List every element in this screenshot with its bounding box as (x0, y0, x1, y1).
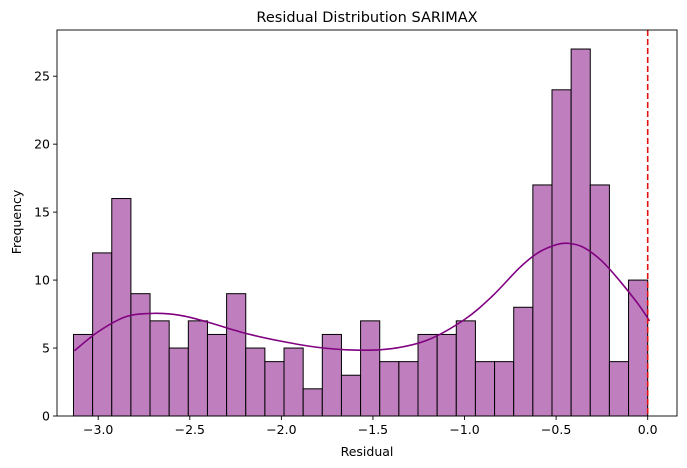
x-tick-label: −2.0 (266, 422, 296, 437)
histogram-bar (589, 184, 610, 417)
y-tick-label: 5 (42, 341, 50, 356)
histogram-bar (398, 361, 419, 417)
histogram-bar (551, 89, 572, 417)
histogram-bar (340, 374, 362, 417)
histogram-bar (206, 333, 228, 417)
histogram-bar (264, 361, 285, 417)
histogram-bar (111, 198, 132, 417)
histogram-bar (628, 279, 649, 417)
histogram-bar (245, 347, 266, 417)
histogram-bar (283, 347, 304, 417)
histogram-bar (149, 320, 170, 417)
y-tick-label: 20 (34, 137, 50, 152)
histogram-bar (436, 333, 457, 417)
histogram-bar (187, 320, 208, 417)
x-tick-label: −2.5 (175, 422, 205, 437)
chart-title: Residual Distribution SARIMAX (256, 10, 477, 26)
x-tick-label: −0.5 (541, 422, 571, 437)
kde-curve (73, 242, 651, 352)
x-axis-label: Residual (341, 444, 394, 459)
histogram-bar (321, 333, 342, 417)
histogram-bar (379, 361, 400, 417)
y-tick-label: 15 (34, 205, 50, 220)
histogram-bar (360, 320, 381, 417)
histogram-bar (513, 306, 534, 417)
histogram-bar (302, 388, 323, 417)
histogram-bar (532, 184, 553, 417)
histogram-bar (474, 361, 496, 417)
plot-frame (56, 29, 678, 417)
histogram-bar (130, 293, 151, 417)
x-axis-ticks: −3.0 −2.5 −2.0 −1.5 −1.0 −0.5 0.0 (83, 416, 658, 437)
histogram-bar (226, 293, 247, 417)
histogram-bar (417, 333, 438, 417)
x-tick-label: −1.0 (449, 422, 479, 437)
y-tick-label: 0 (42, 409, 50, 424)
histogram-bar (570, 48, 591, 417)
histogram-bar (455, 320, 476, 417)
x-tick-label: −3.0 (83, 422, 113, 437)
x-tick-label: 0.0 (638, 422, 658, 437)
y-tick-label: 10 (34, 273, 50, 288)
y-axis-label: Frequency (9, 189, 24, 254)
y-axis-ticks: 0 5 10 15 20 25 (34, 69, 57, 424)
x-tick-label: −1.5 (358, 422, 388, 437)
histogram-bars (72, 48, 649, 417)
histogram-bar (72, 333, 94, 417)
y-tick-label: 25 (34, 69, 50, 84)
histogram-bar (168, 347, 189, 417)
histogram-bar (494, 361, 515, 417)
histogram-bar (608, 361, 630, 417)
